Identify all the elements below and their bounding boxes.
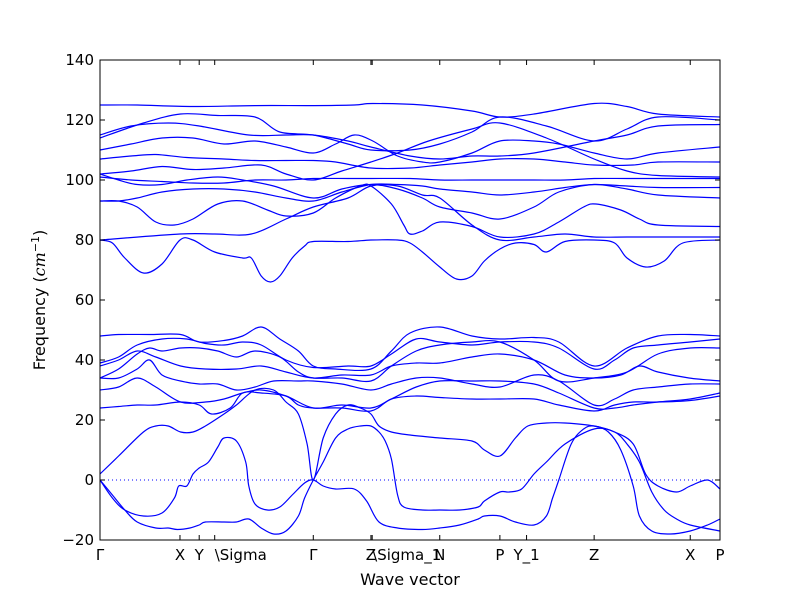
y-tick-label: −20 [62,531,94,549]
band-line-8 [99,176,720,184]
y-tick-label: 0 [84,471,94,489]
band-line-21 [99,424,721,535]
y-tick-label: 140 [65,51,94,69]
y-axis-label-unit: cm [30,252,49,276]
y-tick-label: 60 [75,291,94,309]
band-line-20 [99,387,721,493]
plot-frame [99,59,721,541]
y-axis-ticks: −20 0 20 40 60 80 100 120 140 [62,51,720,549]
band-line-2 [99,113,721,152]
y-axis-label-text: Frequency ( [30,276,49,370]
band-line-1 [99,102,721,118]
y-tick-label: 80 [75,231,94,249]
x-tick-label: Y [194,546,205,564]
band-line-17 [99,359,721,407]
y-tick-label: 100 [65,171,94,189]
x-axis-ticks: Γ X Y \Sigma Γ Z\Sigma_1N P Y_1 Z X P [96,60,725,565]
band-line-14 [99,337,721,370]
band-line-6 [99,122,721,181]
band-line-5 [99,153,721,170]
x-tick-label: Y_1 [512,546,539,565]
y-axis-label: Frequency (cm−1) [29,230,49,371]
band-line-16 [99,350,721,382]
band-line-9 [99,183,721,202]
x-tick-label: P [495,546,504,564]
x-tick-label: \Sigma_1 [372,546,441,565]
x-tick-label: Z [366,546,376,564]
band-line-12 [99,184,720,242]
x-axis-label: Wave vector [360,570,460,589]
y-tick-label: 120 [65,111,94,129]
x-tick-label: N [434,546,445,564]
x-tick-label: Z [589,546,599,564]
y-tick-label: 20 [75,411,94,429]
x-tick-label: P [715,546,724,564]
band-line-10 [99,183,721,239]
band-line-22 [99,425,721,535]
x-tick-label: X [685,546,695,564]
band-line-11 [99,237,721,283]
x-tick-label: Γ [309,546,318,564]
x-tick-label: \Sigma [215,546,267,564]
x-tick-label: Γ [96,546,105,564]
band-line-19 [99,391,721,415]
band-line-18 [99,377,721,410]
band-line-15 [99,339,721,383]
band-line-4 [99,134,721,164]
y-axis-label-close: ) [30,230,49,236]
y-axis-label-exp: −1 [29,236,42,252]
y-tick-label: 40 [75,351,94,369]
series-layer [99,102,721,535]
x-tick-label: X [175,546,185,564]
